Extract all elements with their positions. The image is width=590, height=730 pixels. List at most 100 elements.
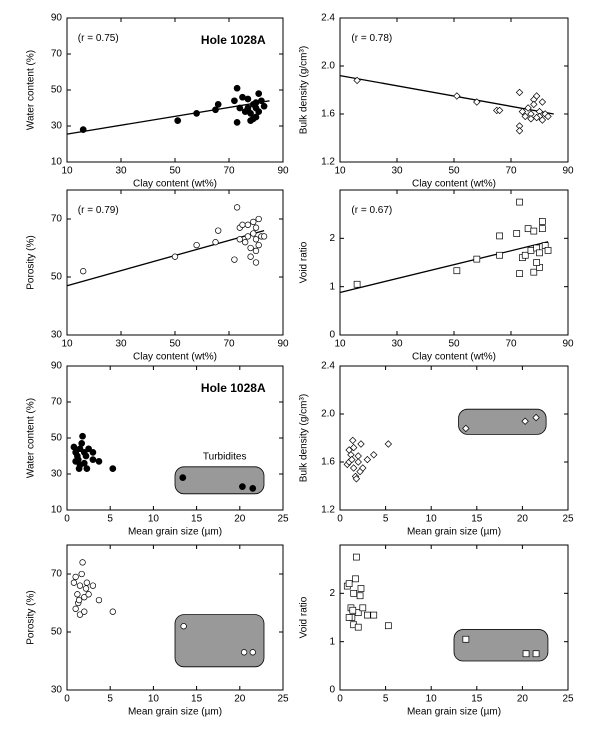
point [89, 582, 97, 589]
point [533, 259, 541, 266]
point [85, 445, 92, 453]
point [83, 579, 91, 586]
point [171, 253, 179, 260]
y-tick-label: 30 [51, 121, 63, 132]
y-tick-label: 30 [51, 685, 63, 696]
point [349, 606, 357, 614]
point [532, 650, 540, 658]
y-tick-label: 1.6 [321, 109, 335, 120]
point [231, 256, 238, 263]
point [109, 608, 116, 615]
point [359, 464, 367, 472]
point [247, 253, 254, 260]
point [538, 225, 546, 233]
x-tick-label: 90 [277, 339, 289, 350]
point [473, 98, 481, 106]
point [233, 84, 241, 92]
x-tick-label: 0 [64, 694, 70, 705]
point [354, 458, 362, 466]
x-tick-label: 90 [562, 339, 574, 350]
point [255, 215, 262, 223]
point [212, 106, 219, 114]
y-tick-label: 1.2 [321, 505, 335, 516]
point [536, 249, 543, 257]
point [530, 100, 538, 109]
point [214, 101, 222, 108]
point [75, 596, 83, 604]
fit-line [66, 100, 270, 135]
y-tick-label: 2.0 [321, 409, 335, 420]
y-tick-label: 90 [51, 13, 63, 24]
point [239, 221, 246, 228]
point [250, 230, 257, 237]
annotation: (r = 0.75) [78, 33, 119, 44]
point [74, 591, 81, 598]
y-tick-label: 0 [329, 330, 335, 341]
turbidite-region [458, 408, 547, 435]
y-axis-label: Bulk density (g/cm³) [299, 394, 310, 482]
point [78, 440, 86, 447]
y-tick-label: 90 [51, 361, 63, 372]
point [252, 259, 260, 266]
x-axis-label: Clay content (wt%) [133, 352, 217, 363]
x-tick-label: 5 [383, 694, 389, 705]
annotation: Turbidites [203, 451, 247, 462]
x-tick-label: 20 [234, 514, 246, 525]
x-tick-label: 10 [61, 166, 73, 177]
x-tick-label: 10 [148, 514, 160, 525]
x-tick-label: 25 [277, 694, 289, 705]
point [453, 267, 461, 275]
point [76, 611, 84, 618]
x-tick-label: 90 [277, 166, 289, 177]
y-tick-label: 50 [51, 627, 63, 638]
x-tick-label: 10 [334, 166, 346, 177]
point [82, 452, 90, 460]
x-tick-label: 90 [562, 166, 574, 177]
annotation: (r = 0.79) [78, 205, 119, 216]
point [95, 458, 103, 465]
x-tick-label: 15 [191, 694, 203, 705]
plot-frame [66, 544, 284, 691]
y-tick-label: 70 [51, 569, 63, 580]
point [255, 241, 262, 249]
point [247, 244, 254, 252]
point [538, 218, 546, 225]
point [363, 455, 372, 464]
fit-line [66, 229, 265, 287]
point [353, 553, 360, 561]
point [81, 594, 88, 601]
point [538, 98, 547, 106]
x-tick-label: 70 [505, 339, 517, 350]
point [109, 465, 117, 472]
x-tick-label: 15 [471, 514, 483, 525]
y-tick-label: 70 [51, 397, 63, 408]
point [236, 104, 244, 112]
point [462, 635, 470, 643]
plot-frame [339, 365, 569, 511]
point [496, 251, 503, 259]
y-tick-label: 50 [51, 433, 63, 444]
x-tick-label: 20 [517, 694, 529, 705]
annotation: Hole 1028A [201, 33, 266, 47]
point [81, 608, 88, 615]
y-tick-label: 1.2 [321, 157, 335, 168]
y-tick-label: 0 [329, 685, 335, 696]
y-tick-label: 2.4 [321, 361, 335, 372]
annotation: (r = 0.67) [351, 205, 392, 216]
point [524, 104, 532, 112]
x-tick-label: 5 [107, 694, 113, 705]
point [255, 90, 263, 97]
point [352, 475, 361, 483]
x-tick-label: 10 [426, 694, 438, 705]
point [384, 440, 393, 448]
x-tick-label: 0 [337, 514, 343, 525]
point [242, 239, 249, 246]
point [527, 115, 535, 123]
y-tick-label: 2.0 [321, 61, 335, 72]
point [252, 236, 260, 243]
y-axis-label: Porosity (%) [26, 590, 37, 644]
point [72, 573, 79, 581]
point [240, 649, 248, 656]
point [215, 227, 222, 234]
